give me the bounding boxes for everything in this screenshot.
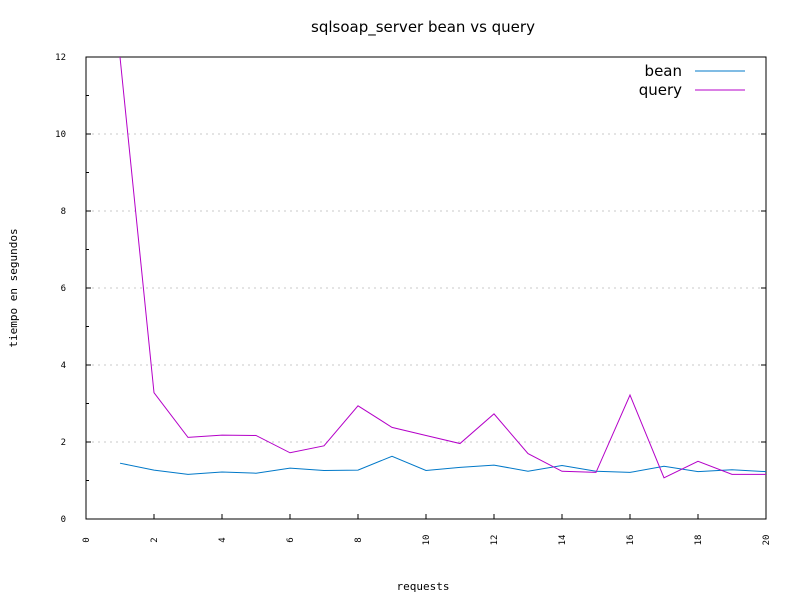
chart-title: sqlsoap_server bean vs query — [311, 18, 535, 37]
series-line-query — [119, 56, 766, 479]
y-tick-label: 2 — [61, 438, 66, 448]
x-tick-label: 18 — [694, 535, 704, 546]
x-axis: 0 2 4 6 8 10 12 14 16 18 20 — [82, 514, 772, 545]
x-tick-label: 14 — [558, 535, 568, 546]
y-axis-label: tiempo en segundos — [7, 228, 20, 347]
legend-label-bean: bean — [645, 62, 682, 80]
y-axis: 0 2 4 6 8 10 12 — [55, 53, 766, 525]
series-lines — [119, 56, 767, 479]
x-tick-label: 2 — [150, 537, 160, 542]
x-tick-label: 0 — [82, 537, 92, 542]
y-tick-label: 6 — [61, 284, 66, 294]
y-tick-label: 8 — [61, 207, 66, 217]
y-tick-label: 12 — [55, 53, 66, 63]
x-tick-label: 16 — [626, 535, 636, 546]
y-tick-label: 10 — [55, 130, 66, 140]
y-tick-label: 4 — [61, 361, 66, 371]
x-tick-label: 4 — [218, 537, 228, 542]
x-tick-label: 6 — [286, 537, 296, 542]
legend-label-query: query — [639, 81, 682, 99]
x-tick-label: 20 — [762, 535, 772, 546]
series-line-bean — [119, 455, 767, 475]
x-tick-label: 12 — [490, 535, 500, 546]
x-tick-label: 10 — [422, 535, 432, 546]
y-tick-label: 0 — [61, 515, 66, 525]
x-axis-label: requests — [397, 580, 450, 593]
x-tick-label: 8 — [354, 537, 364, 542]
